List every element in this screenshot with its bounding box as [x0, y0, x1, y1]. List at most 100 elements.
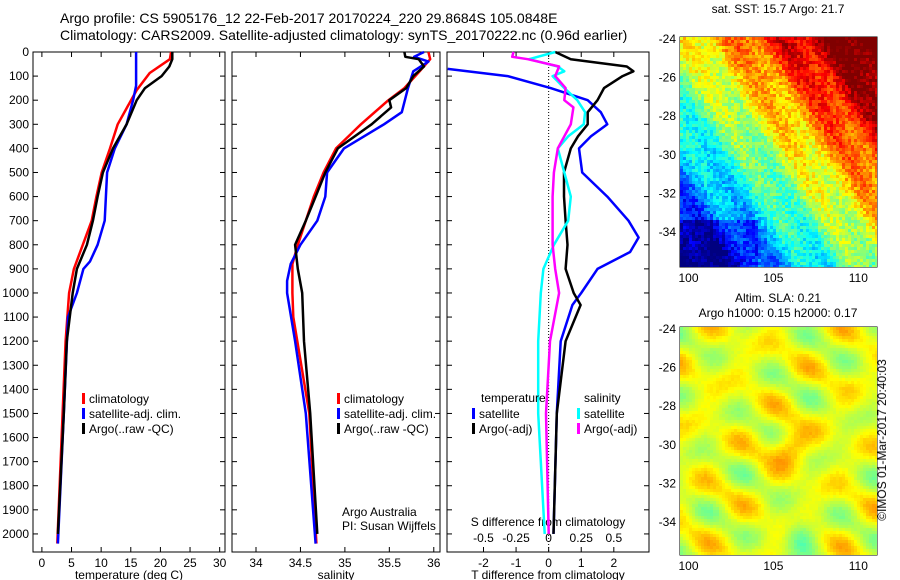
legend-label: satellite-adj. clim. — [344, 407, 436, 421]
depth-tick-label: 100 — [9, 69, 29, 83]
x-tick-label: 34.5 — [289, 556, 313, 570]
x-tick-label: 35.5 — [378, 556, 402, 570]
depth-tick-label: 1600 — [2, 431, 29, 445]
legend-marker — [472, 408, 475, 419]
salinity-plot-frame — [231, 51, 441, 553]
x-tick-label: 34 — [249, 556, 263, 570]
x-tick-label: 20 — [154, 556, 168, 570]
x-tick-label: 35 — [338, 556, 352, 570]
x-tick-label: 15 — [124, 556, 138, 570]
depth-tick-label: 1200 — [2, 334, 29, 348]
sla-map-title: Altim. SLA: 0.21 — [735, 291, 821, 305]
sla-map-subtitle: Argo h1000: 0.15 h2000: 0.17 — [699, 306, 858, 320]
x-tick-label: -2 — [478, 556, 489, 570]
latitude-tick-label: -34 — [659, 225, 677, 239]
x-tick-label: 2 — [610, 556, 617, 570]
legend-label: climatology — [344, 392, 404, 406]
legend-label: Argo(-adj) — [584, 422, 637, 436]
depth-tick-label: 700 — [9, 214, 29, 228]
imos-credit: ©IMOS 01-Mar-2017 20:40:03 — [875, 359, 889, 521]
latitude-tick-label: -26 — [659, 71, 677, 85]
x-tick-label: 5 — [68, 556, 75, 570]
s-tick-label: 0.25 — [570, 531, 594, 545]
legend-marker — [577, 408, 580, 419]
latitude-tick-label: -24 — [659, 32, 677, 46]
longitude-tick-label: 105 — [763, 559, 783, 573]
salinity-curves — [285, 50, 432, 544]
depth-tick-label: 2000 — [2, 527, 29, 541]
latitude-tick-label: -34 — [659, 515, 677, 529]
depth-tick-label: 1800 — [2, 479, 29, 493]
depth-tick-label: 1100 — [3, 310, 29, 324]
longitude-tick-label: 100 — [678, 559, 698, 573]
sst-map-image — [680, 37, 877, 267]
float-owner-annotation: PI: Susan Wijffels — [342, 519, 436, 533]
legend-label: climatology — [89, 392, 149, 406]
latitude-tick-label: -30 — [659, 148, 677, 162]
longitude-tick-label: 105 — [763, 271, 783, 285]
x-tick-label: 0 — [39, 556, 46, 570]
x-tick-label: 10 — [94, 556, 108, 570]
x-tick-label: 0 — [545, 556, 552, 570]
legend-marker — [337, 408, 340, 419]
legend-salinity-title: salinity — [584, 391, 621, 405]
legend-label: Argo(..raw -QC) — [344, 422, 429, 436]
longitude-tick-label: 100 — [678, 271, 698, 285]
s-tick-label: -0.5 — [473, 531, 494, 545]
x-tick-label: 30 — [213, 556, 227, 570]
latitude-tick-label: -32 — [659, 187, 677, 201]
legend-marker — [337, 393, 340, 404]
depth-tick-label: 1400 — [2, 382, 29, 396]
series-salinity-argo-adj- — [510, 51, 575, 534]
depth-tick-label: 0 — [22, 45, 29, 59]
legend-label: satellite — [584, 407, 625, 421]
s-tick-label: -0.25 — [502, 531, 530, 545]
x-tick-label: -1 — [511, 556, 522, 570]
legend-label: Argo(..raw -QC) — [89, 422, 174, 436]
depth-tick-label: 500 — [9, 165, 29, 179]
x-axis-label: temperature (deg C) — [75, 568, 183, 580]
legend-label: Argo(-adj) — [479, 422, 532, 436]
series-temperature-argo-adj- — [552, 50, 635, 534]
depth-tick-label: 1300 — [2, 358, 29, 372]
depth-tick-label: 600 — [9, 190, 29, 204]
depth-tick-label: 200 — [9, 93, 29, 107]
temperature-plot-frame — [32, 51, 226, 553]
depth-tick-label: 800 — [9, 238, 29, 252]
depth-tick-label: 1000 — [2, 286, 29, 300]
float-owner-annotation: Argo Australia — [342, 505, 417, 519]
climatology-subtitle: Climatology: CARS2009. Satellite-adjuste… — [60, 27, 628, 43]
difference-curves — [447, 50, 640, 534]
series-argo-raw-qc- — [56, 52, 174, 534]
longitude-tick-label: 110 — [849, 559, 868, 573]
latitude-tick-label: -32 — [659, 477, 677, 491]
latitude-tick-label: -30 — [659, 438, 677, 452]
series-temperature-satellite — [447, 67, 640, 534]
series-salinity-satellite — [527, 50, 587, 534]
x-axis-label: salinity — [318, 568, 355, 580]
legend-marker — [472, 423, 475, 434]
x-tick-label: 36 — [427, 556, 441, 570]
latitude-tick-label: -28 — [659, 399, 677, 413]
legend-marker — [82, 393, 85, 404]
legend-marker — [577, 423, 580, 434]
depth-tick-label: 400 — [9, 141, 29, 155]
depth-tick-label: 300 — [9, 117, 29, 131]
sst-map-title: sat. SST: 15.7 Argo: 21.7 — [712, 2, 845, 16]
temperature-curves — [56, 51, 174, 544]
latitude-tick-label: -24 — [659, 322, 677, 336]
legend-label: satellite — [479, 407, 520, 421]
x-axis-label: T difference from climatology — [471, 568, 625, 580]
depth-tick-label: 1700 — [2, 455, 29, 469]
legend-marker — [82, 423, 85, 434]
depth-tick-label: 1900 — [2, 503, 29, 517]
depth-tick-label: 900 — [9, 262, 29, 276]
x-tick-label: 25 — [183, 556, 197, 570]
latitude-tick-label: -28 — [659, 109, 677, 123]
legend-temperature-title: temperature — [481, 391, 546, 405]
profile-title: Argo profile: CS 5905176_12 22-Feb-2017 … — [60, 10, 558, 26]
latitude-tick-label: -26 — [659, 361, 677, 375]
legend-label: satellite-adj. clim. — [89, 407, 181, 421]
series-satellite-adj-clim- — [285, 50, 430, 544]
difference-plot-frame — [446, 51, 650, 553]
